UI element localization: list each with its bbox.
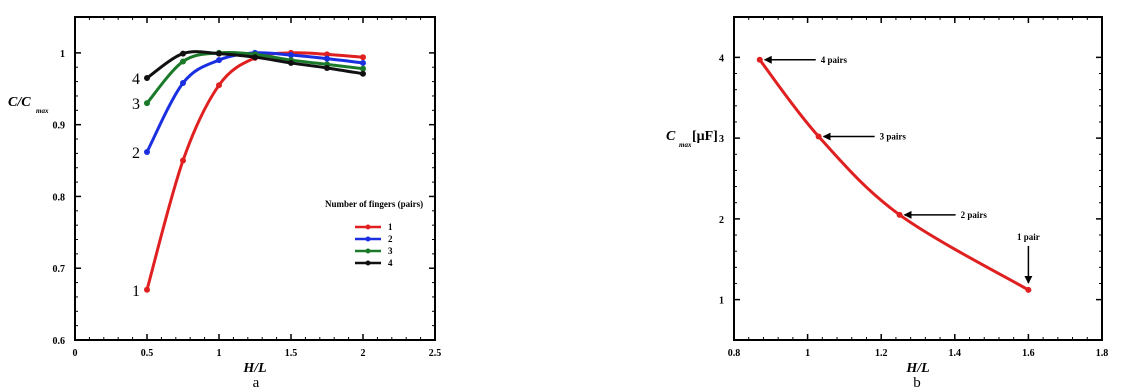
data-point <box>360 70 366 77</box>
data-point <box>324 64 330 71</box>
y-tick-label: 0.6 <box>53 336 66 347</box>
panel-label-b: b <box>913 375 921 391</box>
legend-entry-label: 1 <box>388 222 393 232</box>
chart-b-y-axis-label-subscript: max <box>679 141 692 149</box>
data-point <box>180 58 186 65</box>
legend-swatch-marker <box>365 224 371 230</box>
data-point <box>180 80 186 87</box>
chart-b-series <box>756 56 1032 293</box>
y-tick-label: 4 <box>719 53 724 64</box>
data-point <box>1025 286 1032 293</box>
data-point <box>324 51 330 58</box>
chart-panel-b: 0.8 1 1.2 1.4 1.6 1.8 1 2 3 4 4 pairs 3 pairs 2 pa… <box>666 16 1109 391</box>
x-tick-label: 1.2 <box>875 348 888 359</box>
legend-entry-label: 3 <box>388 246 393 256</box>
chart-panel-a: 0 0.5 1 1.5 2 2.5 0.6 0.7 0.8 0.9 1 1 2 3 4 Number o… <box>8 16 442 391</box>
data-point <box>756 56 763 63</box>
chart-a-y-axis-label-subscript: max <box>36 107 49 115</box>
y-tick-label: 1 <box>719 296 724 307</box>
chart-a-y-axis-label: C/C max <box>8 95 49 115</box>
x-tick-label: 0.5 <box>141 348 154 359</box>
y-tick-label: 2 <box>719 215 724 226</box>
data-point <box>216 82 222 89</box>
data-point <box>896 211 903 218</box>
x-tick-label: 0.8 <box>728 348 741 359</box>
legend-swatch-marker <box>365 260 371 266</box>
data-point <box>288 59 294 66</box>
curve-label-3: 3 <box>132 96 140 113</box>
chart-b-y-ticks: 1 2 3 4 <box>719 53 1102 307</box>
data-point <box>180 157 186 164</box>
chart-b-x-ticks: 0.8 1 1.2 1.4 1.6 1.8 <box>728 17 1109 359</box>
chart-b-annotations: 4 pairs 3 pairs 2 pairs 1 pair <box>763 55 1040 284</box>
chart-a-x-ticks: 0 0.5 1 1.5 2 2.5 <box>73 17 442 359</box>
x-tick-label: 1.5 <box>285 348 298 359</box>
data-point <box>252 54 258 61</box>
chart-a-series <box>144 49 366 293</box>
panel-label-a: a <box>253 375 260 391</box>
data-point <box>324 55 330 62</box>
chart-b-y-axis-label-main: C <box>666 129 676 144</box>
x-tick-label: 1.6 <box>1022 348 1035 359</box>
data-point <box>144 75 150 82</box>
chart-b-x-axis-label: H/L <box>905 361 929 376</box>
x-tick-label: 1.8 <box>1096 348 1109 359</box>
data-point <box>180 50 186 57</box>
chart-a-y-axis-label-main: C/C <box>8 95 31 110</box>
x-tick-label: 1 <box>805 348 810 359</box>
annotation-label: 1 pair <box>1017 232 1040 242</box>
y-tick-label: 0.7 <box>53 264 66 275</box>
data-point <box>216 50 222 57</box>
data-point <box>815 133 822 140</box>
data-point <box>288 52 294 59</box>
y-tick-label: 1 <box>60 49 65 60</box>
curve-label-2: 2 <box>132 145 140 162</box>
y-tick-label: 0.9 <box>53 121 66 132</box>
chart-b-y-axis-label: C max [μF] <box>666 129 718 149</box>
chart-b-y-axis-label-unit: [μF] <box>692 129 718 144</box>
chart-a-legend: Number of fingers (pairs) 1 2 3 4 <box>325 199 423 268</box>
x-tick-label: 1.4 <box>949 348 962 359</box>
x-tick-label: 2.5 <box>429 348 442 359</box>
data-point <box>144 286 150 293</box>
chart-a-y-ticks: 0.6 0.7 0.8 0.9 1 <box>53 49 435 347</box>
curve-label-4: 4 <box>132 71 140 88</box>
x-tick-label: 2 <box>361 348 366 359</box>
data-point <box>144 148 150 155</box>
curve-label-1: 1 <box>132 283 140 300</box>
annotation-label: 4 pairs <box>821 55 848 65</box>
data-point <box>360 65 366 72</box>
y-tick-label: 0.8 <box>53 192 66 203</box>
data-point <box>216 57 222 64</box>
annotation-label: 2 pairs <box>961 210 988 220</box>
series-line-1 <box>758 58 1030 292</box>
chart-b-frame <box>733 16 1103 341</box>
legend-swatch-marker <box>365 236 371 242</box>
chart-a-legend-title: Number of fingers (pairs) <box>325 199 423 209</box>
legend-entry-label: 2 <box>388 234 393 244</box>
legend-swatch-marker <box>365 248 371 254</box>
x-tick-label: 1 <box>217 348 222 359</box>
x-tick-label: 0 <box>73 348 78 359</box>
legend-entry-label: 4 <box>388 258 393 268</box>
data-point <box>360 59 366 66</box>
y-tick-label: 3 <box>719 134 724 145</box>
chart-a-frame <box>74 16 436 341</box>
annotation-label: 3 pairs <box>880 132 907 142</box>
data-point <box>144 100 150 107</box>
chart-a-curve-labels: 1 2 3 4 <box>132 71 140 300</box>
chart-a-x-axis-label: H/L <box>242 361 266 376</box>
data-point <box>360 54 366 61</box>
